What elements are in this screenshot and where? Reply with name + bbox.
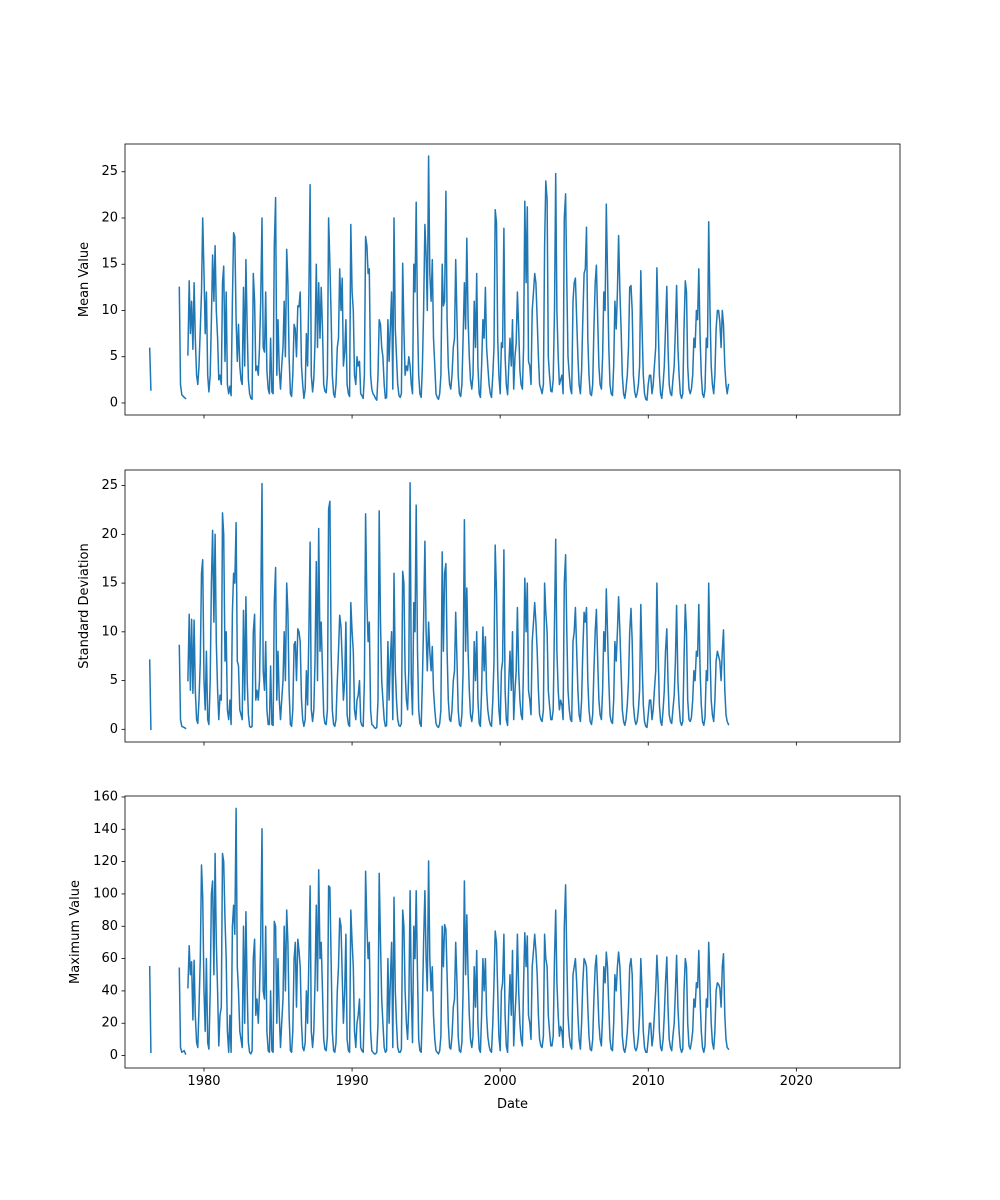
std-y-axis-label: Standard Deviation [77, 543, 92, 668]
mean-axes-frame [124, 143, 901, 416]
max-x-tick-label: 2000 [484, 1074, 517, 1089]
panel-max: 0 20 40 60 80 100 120 140 160 1980 1990 2000 2010 202… [68, 789, 901, 1112]
mean-series-line-0-2 [187, 155, 730, 401]
std-y-tick-label: 20 [101, 527, 118, 542]
max-x-tick-label: 1980 [187, 1074, 220, 1089]
max-series-line-0-1 [178, 967, 187, 1055]
max-y-tick-label: 0 [110, 1048, 118, 1063]
mean-y-tick-label: 0 [110, 395, 118, 410]
max-x-tick-label: 2020 [780, 1074, 813, 1089]
max-axes-frame [124, 795, 901, 1069]
max-y-axis-label: Maximum Value [68, 880, 83, 984]
max-y-tick-label: 80 [101, 919, 118, 934]
std-y-tick-label: 25 [101, 478, 118, 493]
mean-y-tick-label: 5 [110, 349, 118, 364]
std-series-line-0-1 [178, 644, 187, 730]
panel-mean: 0 5 10 15 20 25 Mean Value [77, 143, 901, 419]
std-y-tick-label: 10 [101, 624, 118, 639]
mean-y-tick-label: 10 [101, 303, 118, 318]
mean-series-line-0-0 [148, 347, 152, 391]
std-series-line-0-0 [148, 659, 152, 731]
mean-y-tick-label: 20 [101, 210, 118, 225]
std-series-line-0-2 [187, 481, 730, 730]
mean-y-axis-label: Mean Value [77, 242, 92, 317]
max-x-tick-label: 2010 [632, 1074, 665, 1089]
std-y-tick-label: 5 [110, 673, 118, 688]
max-x-tick-label: 1990 [336, 1074, 369, 1089]
max-y-tick-label: 20 [101, 1016, 118, 1031]
max-y-tick-label: 120 [93, 854, 118, 869]
mean-y-tick-label: 15 [101, 257, 118, 272]
std-y-tick-label: 0 [110, 722, 118, 737]
mean-y-tick-label: 25 [101, 164, 118, 179]
x-axis-label: Date [497, 1097, 528, 1112]
max-y-tick-label: 40 [101, 983, 118, 998]
mean-series-line-0-1 [178, 286, 187, 400]
max-y-tick-label: 140 [93, 822, 118, 837]
std-y-tick-label: 15 [101, 576, 118, 591]
std-axes-frame [124, 469, 901, 743]
max-y-tick-label: 60 [101, 951, 118, 966]
max-y-tick-label: 160 [93, 789, 118, 804]
panel-std: 0 5 10 15 20 25 Standard Deviation [77, 469, 901, 746]
max-series-line-0-0 [148, 965, 152, 1054]
max-y-tick-label: 100 [93, 886, 118, 901]
max-series-line-0-2 [187, 807, 730, 1055]
